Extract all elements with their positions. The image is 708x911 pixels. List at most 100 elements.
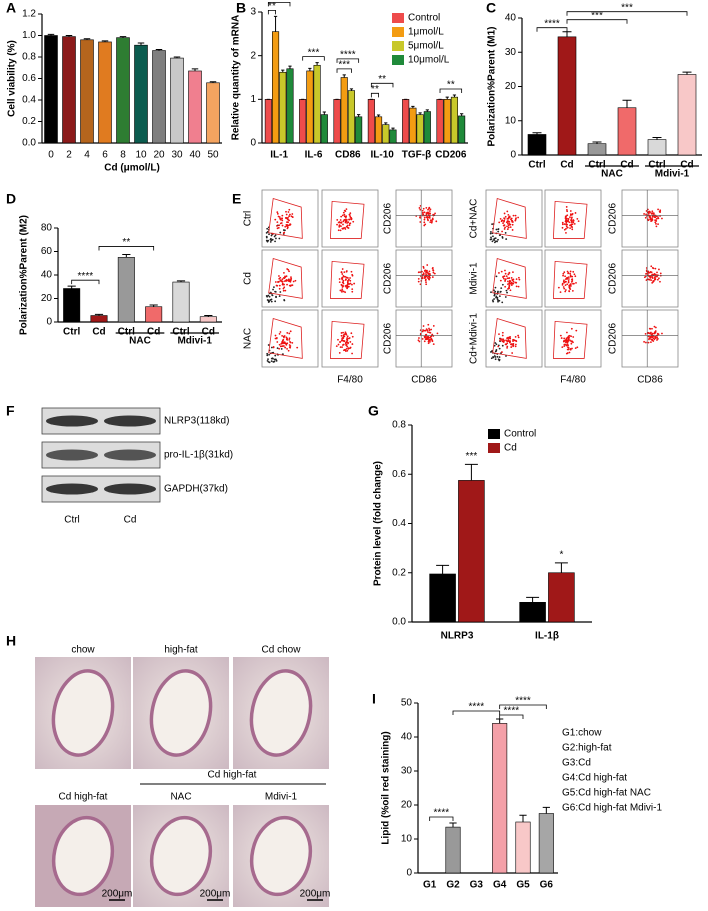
flow-dot — [510, 277, 513, 279]
legend-swatch — [488, 443, 500, 453]
flow-dot — [492, 355, 494, 358]
y-tick-label: 40 — [401, 732, 413, 743]
sig-bracket — [71, 279, 100, 285]
flow-dot — [563, 281, 566, 284]
bar — [98, 41, 112, 144]
flow-dot — [429, 208, 432, 211]
flow-dot — [494, 290, 497, 293]
flow-dot — [431, 219, 433, 222]
flow-dot — [565, 278, 567, 281]
flow-dot — [281, 345, 284, 347]
flow-dot — [576, 346, 579, 349]
flow-dot — [566, 342, 569, 344]
flow-dot — [351, 274, 354, 277]
flow-dot — [338, 224, 341, 227]
flow-dot — [344, 349, 347, 351]
flow-dot — [423, 270, 426, 272]
bar — [538, 813, 554, 874]
error-bar — [122, 253, 131, 258]
flow-dot — [428, 210, 431, 212]
flow-dot — [499, 291, 502, 293]
flow-dot — [496, 355, 499, 358]
flow-dot — [497, 290, 499, 293]
bar — [416, 114, 424, 144]
flow-dot — [421, 209, 424, 212]
flow-dot — [512, 340, 514, 343]
flow-dot — [493, 239, 496, 241]
flow-dot — [285, 210, 287, 213]
vessel — [249, 669, 313, 757]
significance: *** — [621, 2, 633, 13]
row-label: Ctrl — [243, 211, 254, 227]
flow-dot — [434, 212, 436, 215]
bar — [134, 44, 148, 144]
flow-dot — [658, 277, 660, 280]
flow-dot — [565, 206, 568, 208]
flow-dot — [498, 356, 501, 358]
flow-dot — [568, 351, 571, 354]
flow-dot — [349, 212, 352, 215]
bar — [402, 99, 410, 144]
flow-dot — [284, 229, 286, 232]
significance: **** — [469, 702, 485, 713]
flow-dot — [561, 223, 564, 226]
flow-dot — [570, 340, 573, 343]
flow-dot — [506, 345, 509, 348]
legend-swatch — [392, 55, 404, 65]
bar — [279, 71, 287, 144]
significance: **** — [340, 50, 356, 61]
flow-dot — [571, 221, 574, 223]
flow-dot — [506, 222, 509, 225]
x-tick-label: 30 — [171, 150, 183, 161]
bar — [450, 96, 458, 144]
group-label: NAC — [601, 169, 623, 180]
sig-bracket — [370, 82, 394, 88]
error-bar — [376, 114, 381, 117]
flow-dot — [650, 265, 653, 268]
sig-bracket — [566, 11, 688, 16]
flow-dot — [352, 220, 355, 223]
flow-dot — [505, 275, 508, 278]
x-tick-label: CD86 — [335, 150, 361, 161]
y-axis-label: Cell viability (%) — [7, 40, 18, 117]
flow-dot — [284, 225, 287, 228]
x-tick-label: 4 — [84, 150, 90, 161]
flow-dot — [267, 294, 270, 297]
error-bar — [209, 81, 217, 83]
flow-dot — [570, 342, 573, 345]
panel-letter: G — [368, 403, 379, 419]
flow-dot — [346, 224, 349, 227]
flow-dot — [559, 291, 562, 294]
flow-dot — [346, 335, 349, 338]
flow-dot — [284, 276, 287, 279]
bar — [557, 36, 577, 156]
error-bar — [155, 48, 163, 51]
flow-dot — [271, 357, 274, 360]
flow-dot — [651, 216, 654, 218]
flow-dot — [342, 290, 345, 293]
y-tick-label: 0 — [250, 138, 256, 149]
flow-dot — [267, 360, 270, 363]
flow-dot — [341, 268, 344, 270]
flow-dot — [571, 275, 574, 278]
y-axis-label: Polarization%Parent (M2) — [19, 215, 30, 335]
flow-dot — [648, 327, 651, 330]
flow-dot — [339, 229, 342, 232]
flow-dot — [346, 222, 348, 224]
flow-dot — [429, 221, 432, 224]
x-tick-label: G3 — [470, 880, 484, 891]
axis-label: CD86 — [411, 375, 437, 386]
flow-dot — [274, 337, 277, 340]
flow-dot — [657, 338, 659, 340]
bar — [62, 36, 76, 144]
flow-dot — [560, 337, 563, 339]
band-label: NLRP3(118kd) — [164, 416, 229, 427]
legend-label: Control — [504, 429, 536, 440]
flow-dot — [498, 299, 501, 302]
flow-dot — [289, 285, 292, 287]
error-bar — [622, 99, 632, 108]
flow-dot — [503, 220, 505, 223]
flow-dot — [343, 213, 346, 216]
flow-dot — [427, 342, 430, 345]
flow-dot — [499, 217, 502, 220]
